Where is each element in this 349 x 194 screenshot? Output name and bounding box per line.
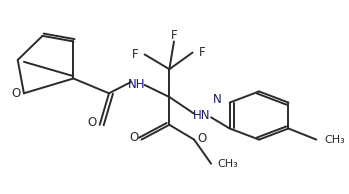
Text: F: F xyxy=(171,29,177,42)
Text: O: O xyxy=(87,116,97,129)
Text: O: O xyxy=(197,132,207,145)
Text: HN: HN xyxy=(193,109,210,122)
Text: F: F xyxy=(199,46,205,59)
Text: N: N xyxy=(213,93,222,106)
Text: NH: NH xyxy=(128,78,146,91)
Text: O: O xyxy=(129,131,139,144)
Text: O: O xyxy=(12,87,21,100)
Text: CH₃: CH₃ xyxy=(324,135,345,145)
Text: CH₃: CH₃ xyxy=(217,159,238,169)
Text: F: F xyxy=(132,48,139,61)
